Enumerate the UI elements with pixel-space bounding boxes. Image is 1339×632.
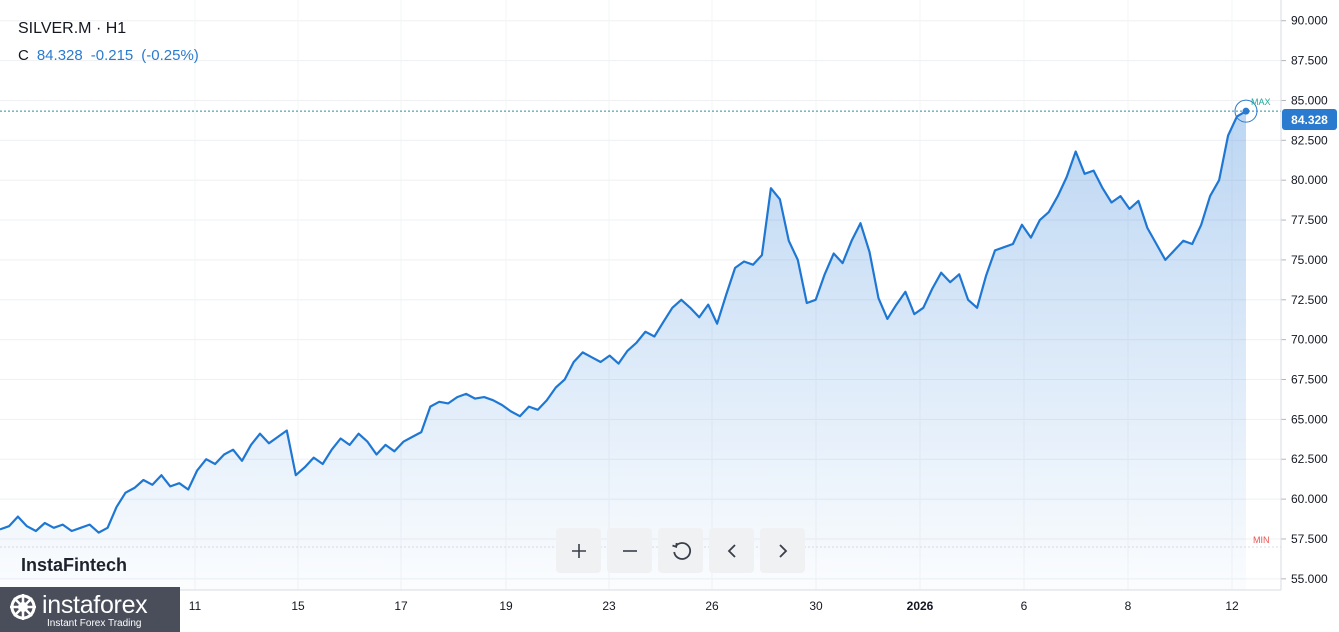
change-percent: (-0.25%)	[141, 47, 199, 64]
x-tick-label: 8	[1125, 599, 1132, 613]
reset-icon	[671, 541, 691, 560]
y-tick-label: 75.000	[1291, 253, 1328, 267]
symbol-label: SILVER.M · H1	[18, 20, 127, 37]
x-tick-label: 30	[809, 599, 823, 613]
y-tick-label: 77.500	[1291, 213, 1328, 227]
chevron-right-icon	[778, 543, 787, 558]
y-tick-label: 55.000	[1291, 572, 1328, 586]
y-tick-label: 80.000	[1291, 173, 1328, 187]
minus-icon	[622, 549, 637, 552]
last-point-marker	[1242, 107, 1250, 115]
zoom-in-button[interactable]	[556, 528, 601, 573]
x-tick-label: 26	[705, 599, 719, 613]
logo-tagline: Instant Forex Trading	[47, 618, 142, 629]
y-tick-label: 57.500	[1291, 532, 1328, 546]
close-label: C	[18, 47, 29, 64]
y-tick-label: 65.000	[1291, 412, 1328, 426]
x-axis: 11 15 17 19 23 26 30 2026 6 8 12	[189, 599, 1239, 613]
y-tick-label: 72.500	[1291, 293, 1328, 307]
scroll-left-button[interactable]	[709, 528, 754, 573]
x-tick-label: 23	[602, 599, 616, 613]
price-series-line	[0, 110, 1247, 534]
chevron-left-icon	[727, 543, 736, 558]
reset-chart-button[interactable]	[658, 528, 703, 573]
instafintech-watermark: InstaFintech	[21, 555, 128, 575]
x-tick-label: 11	[189, 599, 202, 613]
y-tick-label: 62.500	[1291, 452, 1328, 466]
y-tick-label: 90.000	[1291, 14, 1328, 28]
chart-toolbar	[556, 528, 805, 573]
y-axis: 90.000 87.500 85.000 82.500 80.000 77.500 75.0…	[1281, 14, 1328, 586]
current-price-badge: 84.328	[1282, 109, 1337, 130]
y-tick-label: 87.500	[1291, 54, 1328, 68]
x-tick-label: 15	[291, 599, 305, 613]
logo-name: instaforex	[42, 591, 148, 619]
y-tick-label: 60.000	[1291, 492, 1328, 506]
x-tick-label: 2026	[907, 599, 934, 613]
last-point-ring	[1234, 99, 1258, 123]
x-tick-label: 19	[499, 599, 513, 613]
change-value: -0.215	[90, 47, 134, 64]
x-tick-label: 6	[1021, 599, 1028, 613]
x-tick-label: 12	[1225, 599, 1239, 613]
zoom-out-button[interactable]	[607, 528, 652, 573]
y-tick-label: 70.000	[1291, 333, 1328, 347]
x-tick-label: 17	[394, 599, 408, 613]
scroll-right-button[interactable]	[760, 528, 805, 573]
instaforex-logo: instaforex Instant Forex Trading	[0, 587, 180, 632]
price-area-fill	[0, 111, 1246, 590]
chart-legend: SILVER.M · H1 C 84.328 -0.215 (-0.25%)	[18, 20, 207, 64]
logo-wheel-icon	[10, 594, 36, 620]
max-marker-label: MAX	[1251, 97, 1271, 107]
close-value: 84.328	[36, 47, 83, 64]
y-tick-label: 85.000	[1291, 93, 1328, 107]
y-tick-label: 82.500	[1291, 133, 1328, 147]
min-marker-label: MIN	[1253, 535, 1270, 545]
plus-icon	[571, 543, 586, 558]
y-tick-label: 67.500	[1291, 373, 1328, 387]
